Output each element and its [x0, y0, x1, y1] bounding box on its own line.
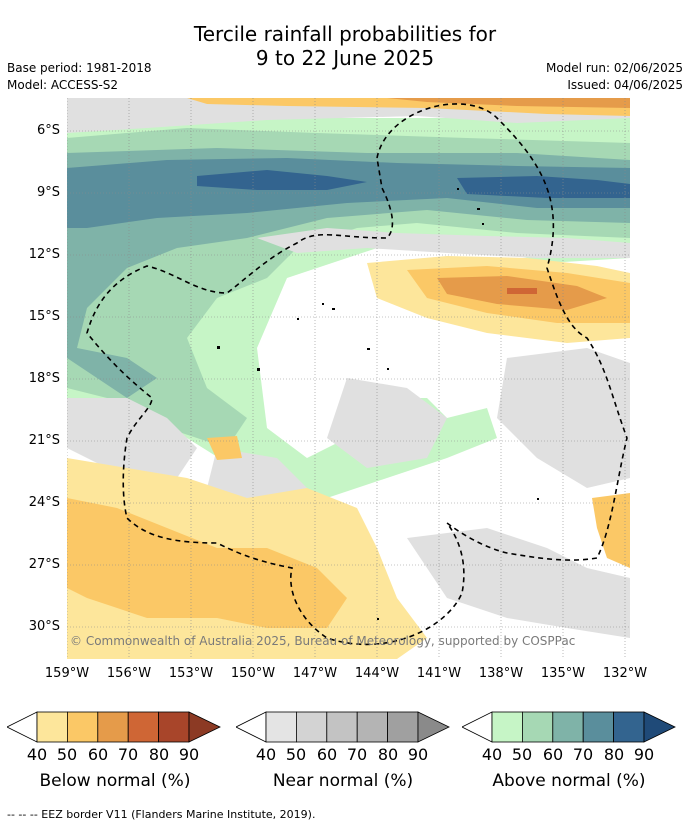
grid-lines — [67, 98, 630, 659]
map-svg — [67, 98, 630, 659]
near-mid — [327, 378, 447, 468]
near-east — [497, 348, 630, 488]
dry-southwest-mid — [67, 498, 347, 628]
eez-borders — [86, 103, 628, 646]
lat-label: 18°S — [28, 371, 60, 386]
base-period: Base period: 1981-2018 — [7, 61, 152, 75]
legend-tick: 40 — [481, 745, 503, 764]
wet-core-east — [457, 176, 630, 198]
lat-label: 6°S — [36, 123, 60, 138]
legend-tick: 70 — [572, 745, 594, 764]
legend-near-swatch — [387, 711, 419, 743]
legend-tick: 60 — [87, 745, 109, 764]
legend-tick: 80 — [377, 745, 399, 764]
legend-tick: 70 — [346, 745, 368, 764]
model-name: Model: ACCESS-S2 — [7, 78, 119, 92]
lon-label: 156°W — [106, 666, 152, 681]
legend-above-swatch — [491, 711, 523, 743]
legend-tick: 50 — [56, 745, 78, 764]
lat-label: 12°S — [28, 247, 60, 262]
legend-below-swatch — [158, 711, 190, 743]
legend-near-normal — [235, 711, 451, 747]
legend-tick: 50 — [285, 745, 307, 764]
legend-tick: 60 — [316, 745, 338, 764]
lon-label: 153°W — [168, 666, 214, 681]
near-southwest — [67, 398, 197, 478]
chart-title: Tercile rainfall probabilities for 9 to … — [0, 22, 690, 70]
legend-above-swatch — [613, 711, 645, 743]
legend-tick: 40 — [26, 745, 48, 764]
issued-date: Issued: 04/06/2025 — [567, 78, 683, 92]
legend-tick: 50 — [511, 745, 533, 764]
lon-label: 141°W — [416, 666, 462, 681]
legend-below-colorbar — [6, 711, 221, 743]
eez-french-polynesia — [86, 103, 628, 646]
islands — [217, 188, 539, 620]
eez-footnote: -- -- -- EEZ border V11 (Flanders Marine… — [7, 808, 316, 821]
rainfall-map — [67, 98, 630, 659]
legend-below-swatch — [97, 711, 129, 743]
legend-tick: 80 — [603, 745, 625, 764]
lon-label: 135°W — [540, 666, 586, 681]
legend-above-swatch — [582, 711, 614, 743]
lon-label: 150°W — [230, 666, 276, 681]
legend-below-swatch — [127, 711, 159, 743]
near-strip — [257, 228, 630, 258]
legend-below-swatch — [36, 711, 68, 743]
legend-near-title: Near normal (%) — [272, 771, 414, 791]
near-south — [407, 528, 630, 638]
lon-label: 132°W — [602, 666, 648, 681]
legend-tick: 90 — [178, 745, 200, 764]
legend-above-title: Above normal (%) — [492, 771, 646, 791]
legend-tick: 90 — [407, 745, 429, 764]
lat-label: 9°S — [36, 185, 60, 200]
legend-near-swatch — [356, 711, 388, 743]
lat-label: 30°S — [28, 619, 60, 634]
legend-above-colorbar — [461, 711, 676, 743]
lon-label: 144°W — [354, 666, 400, 681]
legend-near-colorbar — [235, 711, 450, 743]
dry-north-dark — [387, 98, 630, 108]
legend-above-normal — [461, 711, 677, 747]
dry-east-core — [507, 288, 537, 294]
legend-tick: 80 — [148, 745, 170, 764]
legend-tick: 70 — [117, 745, 139, 764]
title-line-1: Tercile rainfall probabilities for — [193, 22, 497, 46]
wet-band-darkest — [197, 170, 367, 190]
copyright-text: © Commonwealth of Australia 2025, Bureau… — [70, 634, 576, 648]
lat-label: 21°S — [28, 433, 60, 448]
legend-near-swatch — [326, 711, 358, 743]
legend-below-title: Below normal (%) — [39, 771, 191, 791]
title-line-2: 9 to 22 June 2025 — [255, 46, 435, 70]
legend-tick: 60 — [542, 745, 564, 764]
legend-above-swatch — [552, 711, 584, 743]
legend-near-swatch — [265, 711, 297, 743]
lat-label: 24°S — [28, 495, 60, 510]
legend-below-normal — [6, 711, 222, 747]
legend-near-swatch — [296, 711, 328, 743]
dry-southeast — [592, 493, 630, 568]
legend-below-swatch — [67, 711, 99, 743]
lon-label: 159°W — [44, 666, 90, 681]
lon-label: 147°W — [292, 666, 338, 681]
meta-left: Base period: 1981-2018 Model: ACCESS-S2 — [7, 60, 152, 94]
lat-label: 27°S — [28, 557, 60, 572]
dry-patch-mid — [207, 436, 242, 460]
legend-above-swatch — [522, 711, 554, 743]
lat-label: 15°S — [28, 309, 60, 324]
model-run: Model run: 02/06/2025 — [545, 61, 683, 75]
legend-tick: 90 — [633, 745, 655, 764]
meta-right: Model run: 02/06/2025 Issued: 04/06/2025 — [546, 60, 683, 94]
lon-label: 138°W — [478, 666, 524, 681]
legend-tick: 40 — [255, 745, 277, 764]
